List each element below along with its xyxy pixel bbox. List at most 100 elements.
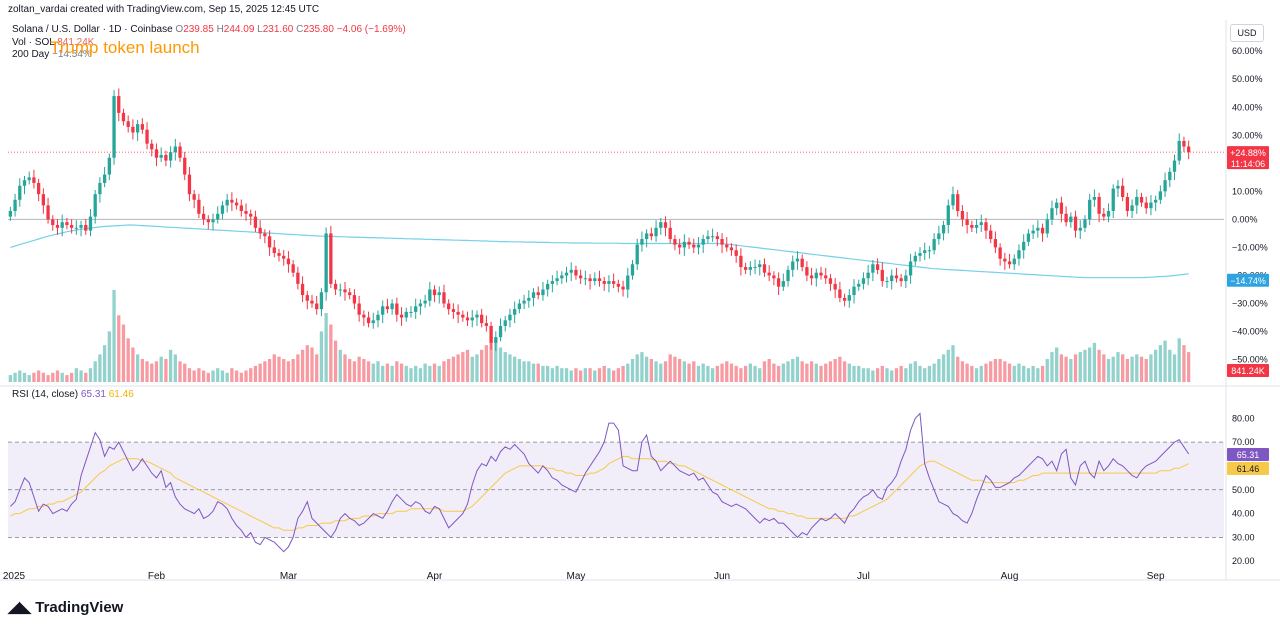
candle-body (150, 143, 154, 150)
candle (857, 279, 861, 291)
volume-bar (253, 365, 258, 382)
candle-body (249, 213, 253, 217)
volume-bar (494, 340, 498, 382)
candle-body (390, 303, 394, 310)
rsi-badge: 65.31 (1227, 448, 1269, 462)
rsi-line (10, 412, 1190, 553)
price-tick-label: 10.00% (1232, 186, 1263, 196)
candle-body (51, 219, 55, 226)
volume-bar (173, 354, 177, 382)
rsi-tick-label: 20.00 (1232, 556, 1255, 566)
candle-body (1187, 146, 1191, 153)
time-tick-label: 2025 (3, 571, 26, 582)
volume-bar (965, 363, 969, 382)
candle-body (362, 314, 366, 318)
candle-body (418, 303, 423, 307)
time-tick-label: Aug (1001, 571, 1019, 582)
candle-body (414, 306, 418, 312)
price-tick-label: 60.00% (1232, 46, 1263, 56)
volume-bar (941, 354, 946, 382)
candle-body (168, 152, 173, 161)
volume-bar (475, 354, 479, 382)
candle (371, 312, 375, 329)
candle-body (1135, 196, 1139, 206)
volume-bar (418, 368, 423, 382)
candle-body (1088, 199, 1092, 220)
candle-body (164, 154, 168, 161)
candle (894, 267, 899, 283)
candle-body (1116, 185, 1120, 189)
volume-bar (65, 375, 69, 382)
volume-bar (451, 356, 456, 382)
candle (69, 219, 74, 234)
candle (838, 281, 842, 303)
candle-body (1144, 202, 1148, 209)
candle (932, 233, 936, 255)
volume-bar (630, 359, 635, 382)
currency-button[interactable]: USD (1230, 24, 1264, 42)
volume-bar (517, 359, 522, 382)
candle (913, 251, 917, 266)
candle (668, 220, 672, 244)
volume-bar (715, 365, 719, 382)
candle (630, 260, 635, 280)
candle-body (1003, 258, 1007, 262)
volume-bar (465, 349, 470, 382)
volume-bar (1097, 349, 1101, 382)
volume-bar (131, 347, 135, 382)
candle-body (531, 292, 536, 298)
candle (890, 269, 894, 290)
volume-bar (937, 359, 941, 382)
volume-bar (272, 354, 276, 382)
candle-body (588, 278, 592, 282)
volume-bar (1040, 365, 1045, 382)
price-badge-text: 11:14:06 (1231, 159, 1265, 169)
candle-body (974, 225, 979, 228)
candle (1069, 212, 1073, 228)
volume-bar (338, 349, 342, 382)
volume-bar (1017, 363, 1021, 382)
volume-bar (385, 363, 390, 382)
volume-bar (729, 363, 734, 382)
candle (173, 138, 177, 161)
volume-bar (1102, 354, 1106, 382)
volume-bar (758, 368, 762, 382)
candle (550, 275, 555, 293)
candle (564, 266, 569, 283)
candle-body (216, 213, 220, 220)
volume-bar (536, 363, 540, 382)
candle (154, 143, 159, 167)
candle-body (18, 185, 22, 200)
candles (8, 88, 1224, 352)
volume-bar (1135, 354, 1139, 382)
candle (135, 119, 140, 141)
candle (923, 242, 927, 261)
candle (357, 295, 361, 322)
candle (65, 218, 69, 230)
volume-bar (27, 375, 31, 382)
candle (979, 214, 983, 233)
volume-bar (791, 359, 795, 382)
candle-body (319, 292, 324, 310)
volume-bar (409, 368, 413, 382)
candle (324, 227, 328, 301)
candle-body (291, 264, 295, 273)
volume-bar (1177, 338, 1181, 382)
volume-bar (805, 363, 809, 382)
tradingview-logo[interactable]: ◢◣ TradingView (8, 598, 123, 616)
candle-body (649, 233, 653, 237)
candle-body (206, 219, 210, 223)
candle-body (541, 289, 545, 296)
candle (244, 203, 248, 221)
candle-body (960, 211, 965, 220)
candle (965, 211, 969, 234)
candle (1059, 196, 1064, 223)
volume-bar (1154, 349, 1158, 382)
candle-body (875, 264, 880, 270)
candle (395, 297, 399, 322)
candle (527, 290, 531, 308)
candle-body (743, 267, 748, 270)
candle (1182, 136, 1186, 153)
candle-body (767, 272, 771, 276)
